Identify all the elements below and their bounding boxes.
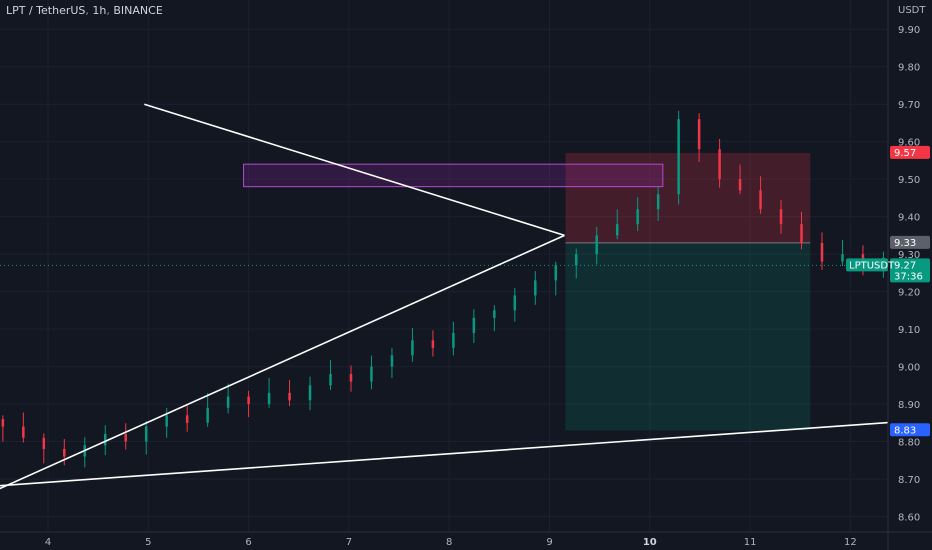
y-tick-label: 9.60 (898, 138, 920, 149)
symbol-tag-bg (846, 258, 888, 272)
candle-body (185, 415, 189, 423)
candle-body (1, 419, 5, 427)
chart-title: LPT / TetherUS, 1h, BINANCE (6, 4, 163, 17)
candle-body (288, 392, 291, 401)
candle-body (124, 434, 127, 442)
y-tick-label: 8.70 (898, 475, 920, 486)
x-tick-label: 4 (45, 537, 51, 548)
x-tick-label: 11 (744, 537, 757, 548)
candle-body (390, 355, 394, 367)
candle-body (206, 407, 209, 423)
candle-body (226, 396, 230, 408)
candle-body (22, 426, 25, 438)
candle-body (431, 340, 435, 348)
y-tick-label: 9.20 (898, 288, 920, 299)
candle-body (411, 340, 414, 356)
x-tick-label: 10 (643, 537, 657, 548)
candle-body (677, 119, 680, 195)
y-tick-label: 9.50 (898, 175, 920, 186)
candle-body (267, 392, 271, 405)
entry-price-tag-bg (890, 235, 930, 249)
candle-body (349, 374, 353, 382)
trendlines[interactable] (0, 103, 932, 494)
candle-body (697, 119, 701, 150)
x-tick-label: 9 (546, 537, 552, 548)
candle-body (820, 242, 824, 262)
candle-body (738, 179, 742, 191)
candle-body (615, 224, 619, 236)
candle-body (554, 265, 558, 281)
upper-trendline[interactable] (144, 103, 565, 237)
candle-body (718, 149, 721, 180)
x-tick-label: 5 (145, 537, 151, 548)
candle-body (370, 366, 373, 382)
candle-body (247, 396, 250, 405)
resistance-zone[interactable] (243, 163, 664, 188)
candle-body (165, 415, 168, 427)
y-tick-label: 8.60 (898, 513, 920, 524)
y-tick-label: 9.80 (898, 63, 920, 74)
y-tick-label: 8.90 (898, 400, 920, 411)
y-tick-label: 9.10 (898, 325, 920, 336)
x-tick-label: 12 (844, 537, 857, 548)
exchange-name: BINANCE (113, 4, 163, 17)
candle-body (452, 332, 455, 348)
entry-price-tag-value: 9.33 (894, 238, 916, 249)
candle-body (800, 224, 803, 243)
candle-body (841, 254, 844, 262)
symbol-tag-label: LPTUSDT (849, 260, 895, 271)
y-tick-label: 9.00 (898, 363, 920, 374)
target-price-tag-value: 9.57 (894, 148, 916, 159)
grid (0, 0, 888, 532)
interval-label: 1h (92, 4, 107, 17)
candle-body (472, 317, 476, 333)
y-tick-label: 9.40 (898, 213, 920, 224)
support-price-tag-value: 8.83 (894, 425, 916, 436)
y-tick-label: 9.90 (898, 25, 920, 36)
long-trendline[interactable] (0, 415, 932, 487)
candle-body (42, 437, 46, 450)
y-tick-label: 8.80 (898, 438, 920, 449)
risk-zone[interactable] (565, 152, 811, 243)
current-price-tag-value: 9.27 (894, 260, 916, 271)
reward-zone[interactable] (565, 242, 811, 431)
candles (0, 110, 926, 468)
candle-body (759, 190, 762, 210)
candle-body (104, 434, 107, 446)
current-price-tag-countdown: 37:36 (894, 271, 923, 282)
candle-body (144, 426, 148, 442)
x-tick-label: 6 (245, 537, 251, 548)
candle-body (636, 209, 639, 225)
symbol-name: LPT / TetherUS (6, 4, 86, 17)
candle-body (63, 449, 66, 457)
position-zones[interactable] (243, 152, 811, 431)
x-tick-label: 7 (346, 537, 352, 548)
candle-body (574, 254, 578, 266)
price-unit-label: USDT (898, 5, 926, 16)
candle-body (513, 295, 517, 311)
candle-body (329, 374, 332, 386)
lower-trendline[interactable] (0, 234, 565, 494)
candle-body (595, 235, 598, 255)
support-price-tag-bg (890, 423, 930, 437)
target-price-tag-bg (890, 145, 930, 159)
y-tick-label: 9.30 (898, 250, 920, 261)
candle-body (493, 310, 496, 318)
y-tick-label: 9.70 (898, 100, 920, 111)
candle-body (534, 280, 537, 296)
candle-body (656, 194, 660, 210)
candle-body (779, 209, 783, 225)
candle-body (308, 385, 312, 401)
current-price-tag-bg (890, 258, 930, 283)
x-tick-label: 8 (446, 537, 452, 548)
